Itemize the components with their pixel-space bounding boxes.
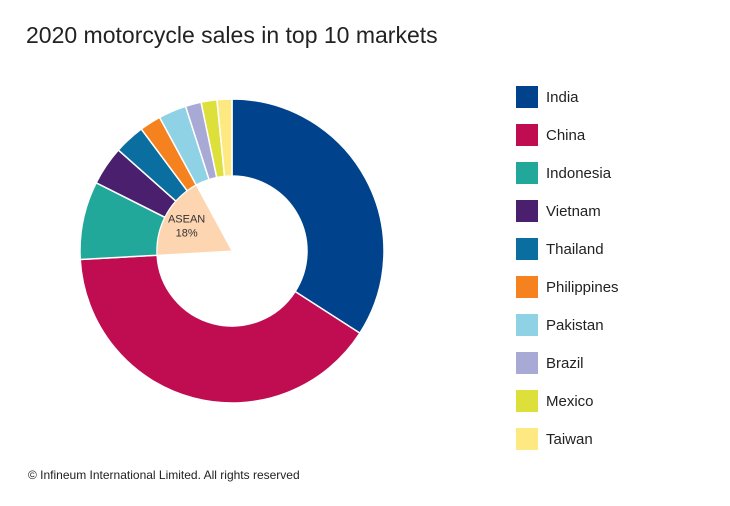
legend-swatch <box>516 162 538 184</box>
asean-inner-wedge: ASEAN 18% <box>156 184 233 256</box>
slice-china <box>79 254 361 404</box>
slice-taiwan <box>216 98 233 178</box>
legend-item-indonesia: Indonesia <box>516 154 619 192</box>
slice-asean <box>156 184 233 256</box>
legend-item-brazil: Brazil <box>516 344 619 382</box>
legend-label: Vietnam <box>546 202 601 220</box>
legend-item-vietnam: Vietnam <box>516 192 619 230</box>
legend-label: Indonesia <box>546 164 612 182</box>
legend-label: Mexico <box>546 392 594 410</box>
legend-item-philippines: Philippines <box>516 268 619 306</box>
legend-item-thailand: Thailand <box>516 230 619 268</box>
legend-swatch <box>516 428 538 450</box>
legend-label: Pakistan <box>546 316 604 334</box>
legend-swatch <box>516 390 538 412</box>
legend-item-china: China <box>516 116 619 154</box>
asean-value-label: 18% <box>176 228 198 240</box>
donut-slices <box>79 98 385 404</box>
copyright-notice: © Infineum International Limited. All ri… <box>28 468 300 482</box>
legend-item-india: India <box>516 78 619 116</box>
legend-swatch <box>516 200 538 222</box>
legend-item-mexico: Mexico <box>516 382 619 420</box>
legend-label: Brazil <box>546 354 584 372</box>
legend-label: India <box>546 88 579 106</box>
legend-swatch <box>516 86 538 108</box>
legend-label: Thailand <box>546 240 604 258</box>
legend-swatch <box>516 352 538 374</box>
legend-swatch <box>516 314 538 336</box>
chart-legend: India China Indonesia Vietnam Thailand Philip… <box>516 78 619 458</box>
legend-label: China <box>546 126 586 144</box>
chart-title: 2020 motorcycle sales in top 10 markets <box>26 22 438 48</box>
asean-label: ASEAN <box>168 214 205 226</box>
legend-swatch <box>516 238 538 260</box>
legend-swatch <box>516 276 538 298</box>
slice-india <box>231 98 385 335</box>
legend-item-pakistan: Pakistan <box>516 306 619 344</box>
legend-label: Philippines <box>546 278 619 296</box>
legend-label: Taiwan <box>546 430 593 448</box>
legend-swatch <box>516 124 538 146</box>
legend-item-taiwan: Taiwan <box>516 420 619 458</box>
